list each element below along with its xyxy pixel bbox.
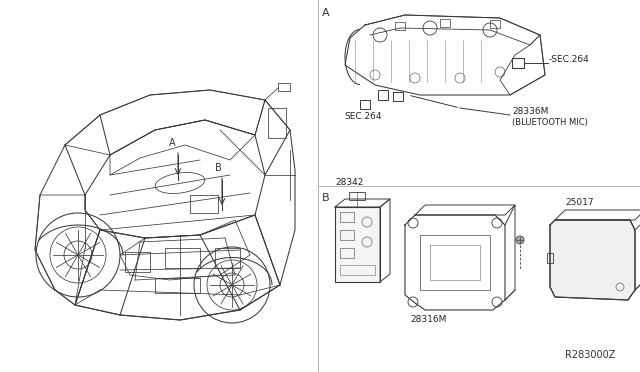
Text: 28336M: 28336M: [512, 108, 548, 116]
Bar: [512, 58, 524, 68]
Bar: [395, 22, 405, 30]
Text: B: B: [322, 193, 330, 203]
Bar: [190, 195, 218, 213]
Bar: [268, 108, 286, 138]
Bar: [215, 248, 240, 268]
Bar: [547, 253, 553, 263]
Circle shape: [516, 236, 524, 244]
Text: SEC.264: SEC.264: [344, 112, 381, 121]
Bar: [335, 207, 380, 282]
Polygon shape: [550, 220, 635, 300]
Bar: [165, 248, 200, 268]
Text: A: A: [322, 8, 330, 18]
Bar: [490, 20, 500, 28]
Bar: [349, 192, 365, 200]
Text: 28342: 28342: [335, 178, 364, 187]
Text: B: B: [214, 163, 221, 173]
Bar: [340, 230, 354, 240]
Bar: [340, 212, 354, 222]
Bar: [340, 248, 354, 258]
Text: R283000Z: R283000Z: [565, 350, 615, 360]
Text: -SEC.264: -SEC.264: [549, 55, 589, 64]
Bar: [340, 265, 375, 275]
Bar: [155, 278, 200, 293]
Bar: [393, 92, 403, 101]
Text: 25017: 25017: [566, 198, 595, 207]
Text: 28316M: 28316M: [410, 315, 446, 324]
Bar: [440, 19, 450, 27]
Text: A: A: [169, 138, 175, 148]
Bar: [125, 252, 150, 272]
Bar: [378, 90, 388, 100]
Text: (BLUETOOTH MIC): (BLUETOOTH MIC): [512, 118, 588, 126]
Bar: [360, 100, 370, 109]
Bar: [278, 83, 290, 91]
